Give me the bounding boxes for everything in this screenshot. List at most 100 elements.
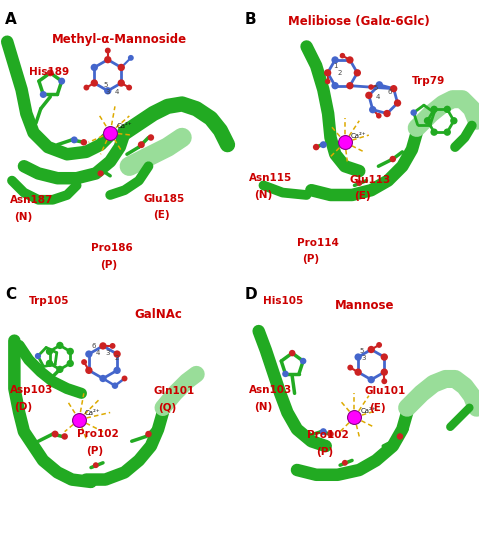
Text: Glu185: Glu185 bbox=[144, 194, 185, 204]
Text: 2: 2 bbox=[115, 355, 119, 361]
Point bbox=[106, 128, 114, 137]
Text: 5: 5 bbox=[374, 85, 378, 91]
Point bbox=[351, 413, 358, 422]
Text: Trp105: Trp105 bbox=[29, 296, 69, 306]
Point bbox=[51, 430, 59, 438]
Point bbox=[113, 366, 121, 375]
Text: 4: 4 bbox=[96, 350, 100, 356]
Point bbox=[410, 108, 418, 117]
Point bbox=[117, 63, 125, 72]
Point bbox=[423, 117, 431, 125]
Text: Methyl-α-Mannoside: Methyl-α-Mannoside bbox=[52, 33, 187, 46]
Text: Mannose: Mannose bbox=[335, 299, 395, 312]
Point bbox=[365, 91, 373, 100]
Text: Ca²⁺: Ca²⁺ bbox=[360, 408, 376, 414]
Point bbox=[58, 76, 66, 85]
Point bbox=[396, 432, 404, 441]
Text: Ca²⁺: Ca²⁺ bbox=[116, 123, 132, 129]
Point bbox=[99, 342, 107, 350]
Point bbox=[99, 374, 107, 383]
Text: Asp103: Asp103 bbox=[10, 385, 53, 395]
Text: His105: His105 bbox=[263, 296, 304, 306]
Point bbox=[380, 353, 388, 361]
Point bbox=[324, 68, 331, 77]
Text: (N): (N) bbox=[254, 402, 272, 411]
Text: 6: 6 bbox=[91, 343, 95, 349]
Point bbox=[367, 375, 375, 384]
Point bbox=[61, 432, 68, 441]
Point bbox=[117, 79, 125, 87]
Text: (E): (E) bbox=[369, 403, 386, 412]
Text: A: A bbox=[5, 12, 17, 27]
Point bbox=[46, 347, 53, 356]
Point bbox=[80, 358, 88, 366]
Point bbox=[355, 179, 363, 188]
Text: (P): (P) bbox=[302, 254, 319, 264]
Point bbox=[319, 140, 327, 149]
Point bbox=[367, 82, 375, 91]
Point bbox=[327, 430, 334, 438]
Point bbox=[324, 77, 331, 86]
Text: (P): (P) bbox=[86, 446, 103, 455]
Text: 6: 6 bbox=[388, 90, 392, 95]
Text: B: B bbox=[244, 12, 256, 27]
Text: Asn103: Asn103 bbox=[249, 385, 292, 395]
Point bbox=[380, 377, 388, 386]
Point bbox=[288, 349, 296, 358]
Point bbox=[85, 350, 93, 359]
Text: 5: 5 bbox=[103, 82, 107, 88]
Point bbox=[444, 128, 451, 136]
Text: (N): (N) bbox=[14, 212, 33, 222]
Text: Asn187: Asn187 bbox=[10, 195, 53, 205]
Text: D: D bbox=[244, 287, 257, 302]
Point bbox=[46, 359, 53, 368]
Point bbox=[331, 81, 339, 90]
Text: (E): (E) bbox=[354, 191, 371, 201]
Point bbox=[390, 84, 398, 93]
Point bbox=[367, 345, 375, 354]
Text: 4: 4 bbox=[115, 90, 119, 95]
Text: Pro102: Pro102 bbox=[307, 430, 348, 440]
Point bbox=[375, 340, 383, 349]
Point bbox=[46, 68, 54, 77]
Point bbox=[394, 98, 401, 107]
Point bbox=[341, 458, 349, 467]
Point bbox=[97, 169, 104, 178]
Point bbox=[104, 46, 112, 55]
Point bbox=[104, 55, 112, 64]
Text: Glu101: Glu101 bbox=[364, 386, 405, 396]
Text: 3: 3 bbox=[362, 355, 366, 361]
Point bbox=[56, 365, 64, 374]
Text: (D): (D) bbox=[14, 402, 33, 411]
Point bbox=[67, 347, 74, 356]
Text: 5: 5 bbox=[359, 348, 364, 354]
Point bbox=[346, 363, 354, 372]
Point bbox=[354, 68, 361, 77]
Text: Pro102: Pro102 bbox=[77, 429, 118, 439]
Text: 2: 2 bbox=[338, 70, 342, 76]
Text: Pro186: Pro186 bbox=[91, 243, 133, 253]
Text: (N): (N) bbox=[254, 190, 272, 200]
Point bbox=[299, 356, 307, 365]
Text: (Q): (Q) bbox=[158, 403, 176, 412]
Text: 3: 3 bbox=[105, 90, 110, 95]
Point bbox=[282, 370, 289, 378]
Point bbox=[430, 105, 438, 114]
Text: 1: 1 bbox=[333, 63, 337, 69]
Text: Trp79: Trp79 bbox=[412, 76, 445, 86]
Point bbox=[39, 90, 47, 99]
Point bbox=[82, 83, 90, 92]
Point bbox=[56, 341, 64, 350]
Point bbox=[34, 351, 42, 360]
Point bbox=[109, 342, 116, 350]
Point bbox=[383, 109, 391, 118]
Text: Gln101: Gln101 bbox=[153, 386, 194, 396]
Point bbox=[339, 51, 346, 60]
Point bbox=[380, 368, 388, 377]
Text: 3: 3 bbox=[105, 350, 110, 356]
Text: His189: His189 bbox=[29, 67, 69, 77]
Point bbox=[92, 461, 100, 470]
Point bbox=[104, 86, 112, 95]
Point bbox=[312, 142, 320, 151]
Text: Pro114: Pro114 bbox=[297, 238, 339, 248]
